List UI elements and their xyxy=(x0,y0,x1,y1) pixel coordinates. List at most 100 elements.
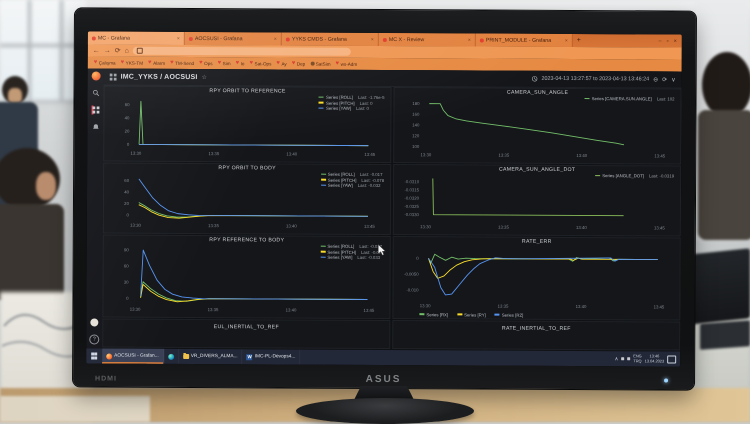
bookmark-item[interactable]: ♥ Alarm xyxy=(148,59,166,66)
start-button[interactable] xyxy=(86,348,102,363)
new-tab-button[interactable]: + xyxy=(576,37,581,45)
legend-swatch-icon xyxy=(320,184,326,186)
legend-item[interactable]: Series [PITCH] Last: 0 xyxy=(318,100,373,105)
tab-close-icon[interactable]: × xyxy=(467,36,471,43)
bookmark-item[interactable]: SatSim xyxy=(310,61,331,66)
avatar[interactable] xyxy=(90,318,99,327)
back-icon[interactable]: ← xyxy=(92,46,100,55)
grafana-logo-icon[interactable] xyxy=(91,71,101,81)
panel-rate-inertial-to-ref[interactable]: RATE_INERTIAL_TO_REF xyxy=(392,320,681,351)
chart-plot[interactable]: 100 120 140 160 180 13:30 13:35 13:40 13:45 xyxy=(394,95,678,159)
chart-plot[interactable]: 0 30 60 90 13:30 13:35 13:40 13:45 xyxy=(103,243,387,314)
svg-text:13:45: 13:45 xyxy=(364,224,375,229)
svg-text:0: 0 xyxy=(126,296,129,301)
panel-camera-sun-angle[interactable]: CAMERA_SUN_ANGLE Series [CAMERA.SUN.ANGL… xyxy=(393,87,682,165)
chart-plot[interactable]: -0.0310 -0.0315 -0.0320 -0.0325 -0.0330 13:30… xyxy=(394,172,678,231)
window-maximize-button[interactable]: ▫ xyxy=(666,37,669,44)
chart-plot[interactable]: 0 -0.0050 -0.010 13:30 13:35 13:40 13:45 xyxy=(393,244,677,310)
panel-rate-err[interactable]: RATE_ERR Series [RX] Series [RY] Series [R… xyxy=(392,236,681,321)
forward-icon[interactable]: → xyxy=(103,47,111,55)
legend-item[interactable]: Series [PITCH] Last: -0.078 xyxy=(320,177,384,182)
panel-eul-inertial-to-ref[interactable]: EUL_INERTIAL_TO_REF xyxy=(102,318,391,350)
tray-chevron-icon[interactable]: ∧ xyxy=(614,355,619,362)
legend-item[interactable]: Series [RZ] xyxy=(494,312,523,317)
legend-item[interactable]: Series [PITCH] Last: -0.078 xyxy=(320,249,384,254)
panel-title[interactable]: RATE_INERTIAL_TO_REF xyxy=(501,325,571,332)
tray-clock[interactable]: 13:46 13.04.2023 xyxy=(644,353,665,363)
chart-plot[interactable]: 0 20 40 60 13:30 13:35 13:40 13:45 xyxy=(104,171,388,230)
bookmark-item[interactable]: ♥ Sim xyxy=(217,60,231,67)
browser-tab[interactable]: PRINT_MODULE - Grafana × xyxy=(475,33,573,47)
svg-text:13:30: 13:30 xyxy=(130,223,141,228)
address-bar[interactable] xyxy=(132,46,351,56)
panel-rpy-orbit-to-reference[interactable]: RPY ORBIT TO REFERENCE Series [ROLL] Last… xyxy=(103,85,392,164)
dashboards-icon[interactable] xyxy=(91,105,100,114)
refresh-icon[interactable]: ⟳ xyxy=(662,76,668,83)
legend-swatch-icon xyxy=(595,174,601,177)
bookmark-item[interactable]: ♥ Io xyxy=(235,60,245,67)
panel-rpy-orbit-to-body[interactable]: RPY ORBIT TO BODY Series [ROLL] Last: -0.… xyxy=(102,162,392,236)
zoom-out-icon[interactable]: ⊖ xyxy=(653,76,659,83)
legend-item[interactable]: Series [YAW] Last: 0 xyxy=(318,106,369,111)
legend-swatch-icon xyxy=(319,96,325,98)
legend-item[interactable]: Series [ROLL] Last: -0.017 xyxy=(320,244,382,249)
legend-item[interactable]: Series [YAW] Last: -0.033 xyxy=(320,255,380,260)
tab-title: MC X - Review xyxy=(388,36,425,43)
bookmark-item[interactable]: ♥ Sat-Ops xyxy=(249,60,272,67)
legend-item[interactable]: Series [YAW] Last: -0.032 xyxy=(320,183,381,188)
browser-tab[interactable]: YYKS CMDS - Grafana × xyxy=(281,32,379,46)
bookmark-item[interactable]: ♥ Ops xyxy=(199,60,213,67)
bookmark-item[interactable]: ♥ Ay xyxy=(276,60,287,67)
panel-rpy-reference-to-body[interactable]: RPY REFERENCE TO BODY Series [ROLL] Last:… xyxy=(102,234,391,320)
refresh-interval-caret-icon[interactable]: ∨ xyxy=(671,76,676,84)
heart-icon: ♥ xyxy=(199,60,203,67)
legend-item[interactable]: Series [ANGLE_DOT] Last: -0.0319 xyxy=(595,173,674,179)
svg-text:160: 160 xyxy=(412,112,420,117)
chart-plot[interactable]: 0 20 40 60 13:30 13:35 13:40 13:45 xyxy=(104,94,388,158)
legend-item[interactable]: Series [RY] xyxy=(457,312,486,317)
tab-close-icon[interactable]: × xyxy=(273,35,277,42)
search-icon[interactable] xyxy=(91,88,100,97)
alerting-bell-icon[interactable] xyxy=(91,122,100,131)
help-icon[interactable]: ? xyxy=(89,334,100,345)
bookmark-item[interactable]: ♥ YKS-TM xyxy=(120,59,144,66)
home-icon[interactable]: ⌂ xyxy=(124,47,129,55)
heart-icon: ♥ xyxy=(249,60,254,67)
tray-network-icon[interactable] xyxy=(621,357,625,361)
taskbar-button-word[interactable]: W IMC-PL-Devops4... xyxy=(242,349,301,365)
svg-text:40: 40 xyxy=(125,115,130,120)
grafana-header: IMC_YYKS / AOCSUSI ☆ 2023-04-13 13:27:57… xyxy=(103,68,682,89)
legend-item[interactable]: Series [CAMERA.SUN.ANGLE] Last: 102 xyxy=(584,96,675,102)
tab-close-icon[interactable]: × xyxy=(564,37,568,44)
star-icon[interactable]: ☆ xyxy=(201,74,207,81)
action-center-icon[interactable] xyxy=(667,354,677,364)
window-minimize-button[interactable]: – xyxy=(658,37,662,44)
bookmark-item[interactable]: ♥ Dep xyxy=(291,60,306,67)
tray-volume-icon[interactable] xyxy=(627,357,631,361)
heart-icon: ♥ xyxy=(276,60,280,67)
time-range-picker[interactable]: 2023-04-13 13:27:57 to 2023-04-13 13:46:… xyxy=(541,75,650,83)
browser-tab[interactable]: AOCSUSI - Grafana × xyxy=(184,31,282,46)
window-close-button[interactable]: × xyxy=(673,38,677,45)
browser-tab[interactable]: MC - Grafana × xyxy=(87,31,185,45)
legend-item[interactable]: Series [ROLL] Last: -1.76e-5 xyxy=(319,95,385,100)
tray-language-indicator[interactable]: ENG TRQ xyxy=(633,353,642,363)
legend-item[interactable]: Series [ROLL] Last: -0.017 xyxy=(320,172,382,177)
reload-icon[interactable]: ⟳ xyxy=(114,47,121,55)
taskbar-button-edge[interactable] xyxy=(163,348,179,364)
tab-close-icon[interactable]: × xyxy=(370,36,374,43)
bookmark-item[interactable]: ♥ ws-Adm xyxy=(335,60,358,67)
monitor-stand-base xyxy=(296,398,474,424)
browser-tab[interactable]: MC X - Review × xyxy=(378,32,476,47)
bookmark-item[interactable]: ♥ TM-Send xyxy=(170,59,195,66)
dashboard-breadcrumb[interactable]: IMC_YYKS / AOCSUSI xyxy=(120,73,198,81)
tab-close-icon[interactable]: × xyxy=(176,35,180,42)
panel-title[interactable]: EUL_INERTIAL_TO_REF xyxy=(213,324,279,331)
bookmark-item[interactable]: ♥ Çalışma xyxy=(93,59,116,66)
legend-item[interactable]: Series [RX] xyxy=(419,312,448,317)
monitor: MC - Grafana × AOCSUSI - Grafana × YYKS … xyxy=(73,8,696,390)
svg-text:13:40: 13:40 xyxy=(286,307,297,312)
taskbar-button-folder[interactable]: VR_DIVERS_ALMA... xyxy=(178,348,243,365)
taskbar-button-firefox[interactable]: AOCSUSI - Grafan... xyxy=(102,348,164,364)
panel-camera-sun-angle-dot[interactable]: CAMERA_SUN_ANGLE_DOT Series [ANGLE_DOT] L… xyxy=(392,164,682,237)
